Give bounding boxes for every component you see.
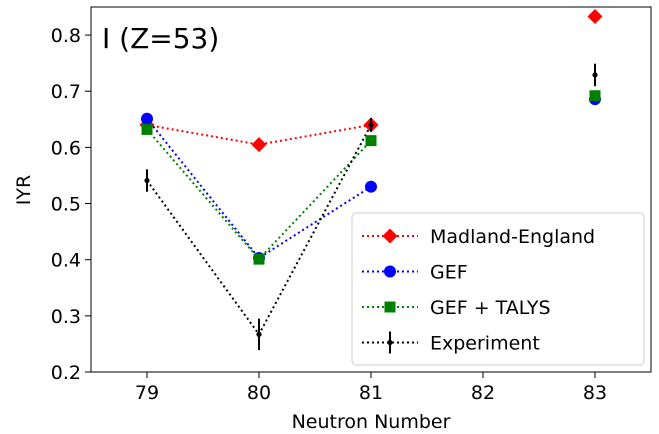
data-point <box>368 122 374 128</box>
data-point <box>256 331 262 337</box>
data-point <box>587 9 603 25</box>
legend-label: GEF + TALYS <box>430 297 551 319</box>
data-point <box>141 112 153 125</box>
legend-marker <box>387 339 393 346</box>
series-markers <box>141 90 601 265</box>
x-tick-label: 82 <box>471 382 495 404</box>
y-tick-label: 0.3 <box>51 306 81 328</box>
x-axis-label: Neutron Number <box>292 411 451 433</box>
data-point <box>141 123 153 135</box>
y-tick-label: 0.5 <box>51 194 81 216</box>
data-point <box>253 253 265 265</box>
data-point <box>365 180 377 193</box>
legend-label: Madland-England <box>430 226 595 248</box>
legend-frame <box>351 212 645 366</box>
legend-marker <box>384 301 396 313</box>
y-tick-label: 0.4 <box>51 250 81 272</box>
y-tick-label: 0.6 <box>51 137 81 159</box>
x-tick-label: 81 <box>359 382 383 404</box>
legend-label: Experiment <box>430 333 540 355</box>
y-tick-label: 0.7 <box>51 81 81 103</box>
legend-marker <box>382 228 398 244</box>
x-tick-label: 83 <box>583 382 607 404</box>
legend: Madland-England GEF GEF + TALYS Experiment <box>351 212 645 366</box>
y-axis-label: IYR <box>13 175 35 205</box>
chart-annotation: I (Z=53) <box>102 22 219 55</box>
series-group <box>146 124 372 337</box>
series-line <box>146 124 372 337</box>
y-tick-label: 0.2 <box>51 362 81 384</box>
data-point <box>592 72 598 78</box>
legend-label: GEF <box>430 262 468 284</box>
data-point <box>365 135 377 147</box>
ticks-layer: 79 80 81 82 83 0.2 0.3 0.4 0.5 0.6 0.7 0.8 <box>51 25 607 404</box>
data-point <box>589 90 601 102</box>
legend-marker <box>384 265 396 278</box>
series-markers <box>144 63 598 351</box>
x-tick-label: 80 <box>247 382 271 404</box>
data-point <box>144 177 150 184</box>
data-point <box>251 137 267 153</box>
x-tick-label: 79 <box>135 382 159 404</box>
y-tick-label: 0.8 <box>51 25 81 47</box>
series-layer <box>139 9 603 351</box>
